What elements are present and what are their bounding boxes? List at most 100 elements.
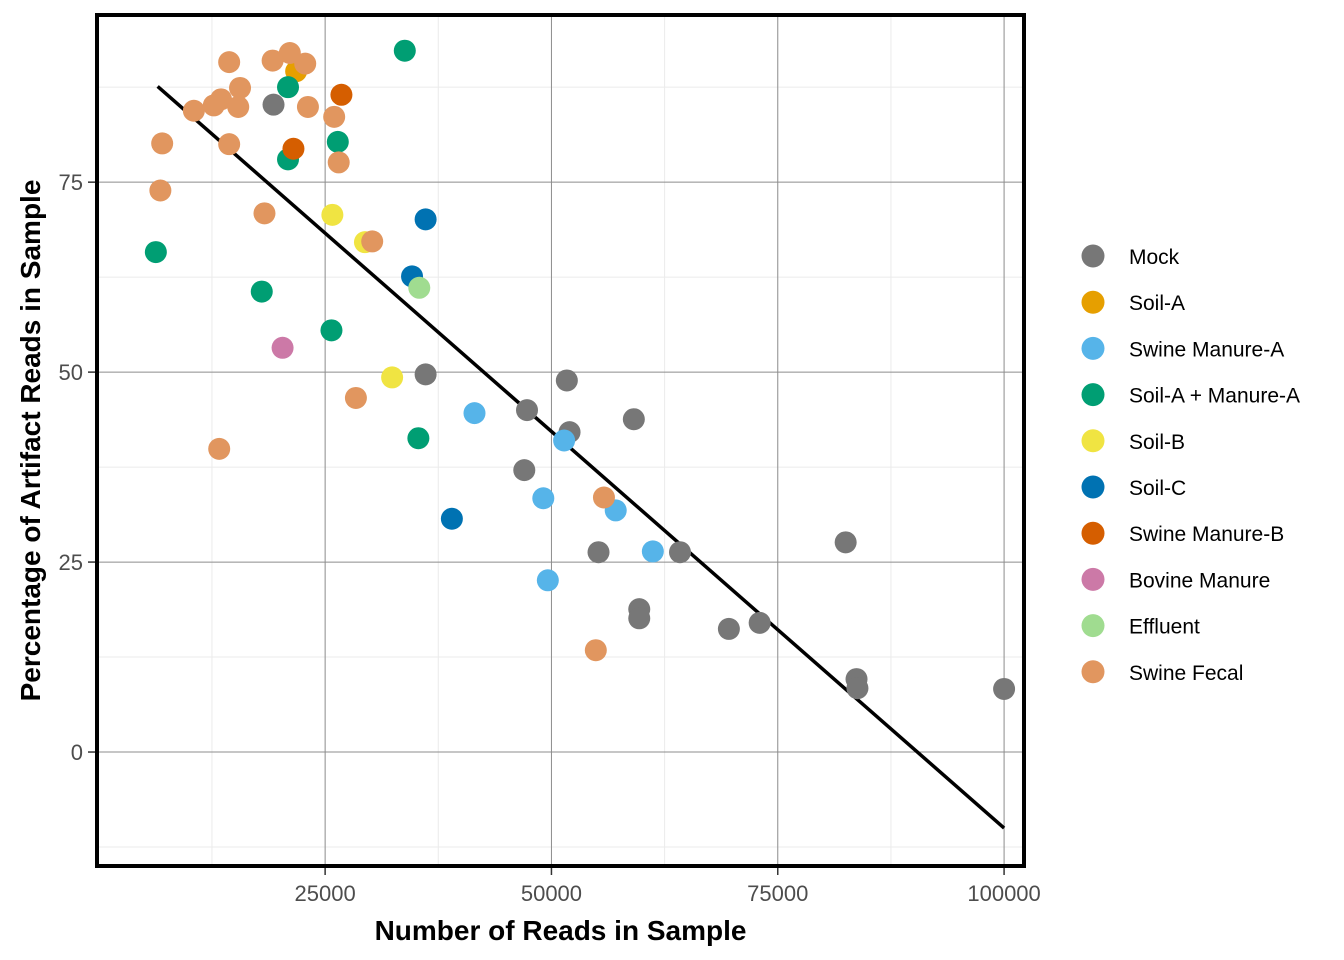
legend-key (1081, 336, 1105, 360)
legend-item: Swine Manure-A (1081, 336, 1284, 361)
series-soil-a-manure-a (144, 39, 430, 450)
data-point (668, 541, 691, 564)
data-point (393, 39, 416, 62)
data-point (344, 386, 367, 409)
series-mock (262, 93, 1016, 700)
legend-label: Mock (1129, 246, 1180, 269)
data-point (208, 437, 231, 460)
data-point (622, 408, 645, 431)
data-point (381, 366, 404, 389)
legend-label: Swine Manure-A (1129, 338, 1284, 361)
data-point (261, 49, 284, 72)
series-swine-manure-a (463, 402, 664, 592)
y-axis-title: Percentage of Artifact Reads in Sample (15, 180, 46, 702)
data-point (584, 639, 607, 662)
legend-item: Effluent (1081, 614, 1200, 639)
data-point (516, 399, 539, 422)
data-point (414, 363, 437, 386)
x-tick-label: 25000 (295, 881, 356, 906)
data-point (407, 427, 430, 450)
legend-item: Soil-A (1081, 290, 1185, 315)
x-axis-ticks: 25000 50000 75000 100000 (295, 868, 1041, 906)
data-point (320, 319, 343, 342)
trend-line (156, 85, 1006, 830)
major-gridlines (97, 15, 1024, 866)
legend-item: Soil-C (1081, 475, 1186, 500)
data-point (628, 607, 651, 630)
legend-item: Swine Fecal (1081, 660, 1243, 685)
legend-key (1081, 429, 1105, 453)
data-point (250, 280, 273, 303)
legend-key (1081, 244, 1105, 268)
data-point (323, 105, 346, 128)
legend-label: Soil-A (1129, 292, 1185, 315)
data-point (202, 94, 225, 117)
data-point (227, 95, 250, 118)
series-swine-fecal (149, 41, 615, 662)
x-axis-title: Number of Reads in Sample (375, 915, 747, 946)
data-point (408, 276, 431, 299)
data-point (463, 402, 486, 425)
data-point (846, 677, 869, 700)
data-point (532, 487, 555, 510)
legend-label: Soil-B (1129, 431, 1185, 454)
data-point (536, 569, 559, 592)
legend-label: Effluent (1129, 616, 1200, 639)
data-point (151, 132, 174, 155)
trend-line-group (156, 85, 1006, 830)
legend: Mock Soil-A Swine Manure-A Soil-A + Manure-… (1081, 244, 1300, 685)
legend-item: Mock (1081, 244, 1180, 269)
y-tick-label: 50 (59, 360, 83, 385)
legend-key (1081, 475, 1105, 499)
legend-key (1081, 521, 1105, 545)
series-swine-manure-b (282, 83, 353, 160)
data-point (587, 541, 610, 564)
legend-key (1081, 660, 1105, 684)
plot-border (95, 13, 1026, 868)
data-point (513, 459, 536, 482)
y-tick-label: 75 (59, 170, 83, 195)
data-point (321, 203, 344, 226)
data-point (993, 677, 1016, 700)
legend-key (1081, 614, 1105, 638)
legend-item: Soil-B (1081, 429, 1185, 454)
data-point (440, 507, 463, 530)
y-axis-ticks: 0 25 50 75 (59, 170, 95, 765)
x-tick-label: 50000 (521, 881, 582, 906)
legend-label: Swine Fecal (1129, 662, 1243, 685)
legend-item: Swine Manure-B (1081, 521, 1284, 546)
data-point (748, 611, 771, 634)
legend-key (1081, 290, 1105, 314)
data-point (717, 617, 740, 640)
data-point (278, 41, 301, 64)
legend-label: Soil-C (1129, 477, 1186, 500)
legend-key (1081, 567, 1105, 591)
data-point (277, 76, 300, 99)
legend-key (1081, 383, 1105, 407)
data-point (641, 540, 664, 563)
series-soil-c (401, 208, 463, 530)
data-point (218, 51, 241, 74)
data-point (296, 95, 319, 118)
data-point (149, 179, 172, 202)
data-point (361, 230, 384, 253)
legend-label: Swine Manure-B (1129, 523, 1284, 546)
data-point (229, 76, 252, 99)
y-tick-label: 0 (71, 740, 83, 765)
data-point (553, 429, 576, 452)
y-tick-label: 25 (59, 550, 83, 575)
data-point (414, 208, 437, 231)
data-point (326, 130, 349, 153)
legend-label: Bovine Manure (1129, 569, 1270, 592)
data-point (834, 531, 857, 554)
data-points (144, 39, 1016, 700)
data-point (253, 202, 276, 225)
data-point (592, 486, 615, 509)
data-point (144, 241, 167, 264)
data-point (282, 137, 305, 160)
data-point (262, 93, 285, 116)
data-point (327, 151, 350, 174)
legend-item: Bovine Manure (1081, 567, 1270, 592)
x-tick-label: 75000 (747, 881, 808, 906)
minor-gridlines (97, 15, 1024, 866)
